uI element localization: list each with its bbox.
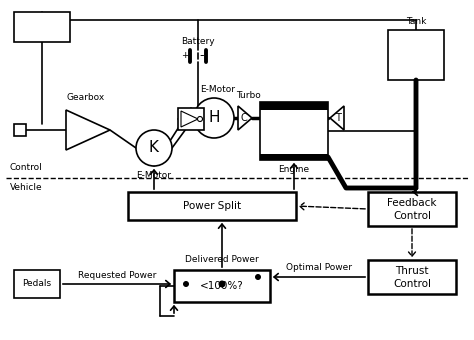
Text: Control: Control bbox=[393, 211, 431, 221]
Text: Power Split: Power Split bbox=[183, 201, 241, 211]
Circle shape bbox=[219, 280, 226, 288]
Bar bbox=[128, 192, 296, 220]
Text: -: - bbox=[200, 50, 204, 63]
Circle shape bbox=[194, 98, 234, 138]
Circle shape bbox=[198, 117, 202, 121]
Text: Thrust: Thrust bbox=[395, 266, 429, 276]
Text: +: + bbox=[181, 51, 189, 61]
Bar bbox=[368, 260, 456, 294]
Circle shape bbox=[136, 130, 172, 166]
Bar bbox=[260, 102, 328, 160]
Bar bbox=[14, 12, 70, 42]
Bar bbox=[388, 30, 444, 80]
Polygon shape bbox=[330, 106, 344, 130]
Text: K: K bbox=[149, 140, 159, 155]
Bar bbox=[368, 192, 456, 226]
Text: Control: Control bbox=[393, 279, 431, 289]
Polygon shape bbox=[238, 106, 252, 130]
Text: Control: Control bbox=[10, 164, 43, 172]
Text: Requested Power: Requested Power bbox=[78, 271, 156, 279]
Bar bbox=[260, 102, 328, 110]
Text: E-Motor: E-Motor bbox=[137, 171, 172, 181]
Text: Pedals: Pedals bbox=[22, 279, 52, 289]
Text: Vehicle: Vehicle bbox=[10, 184, 43, 192]
Polygon shape bbox=[66, 110, 110, 150]
Bar bbox=[174, 270, 270, 302]
Circle shape bbox=[255, 274, 261, 280]
Text: Tank: Tank bbox=[406, 17, 426, 27]
Text: Gearbox: Gearbox bbox=[67, 94, 105, 102]
Text: Engine: Engine bbox=[278, 166, 310, 174]
Text: C: C bbox=[241, 113, 247, 123]
Text: <100%?: <100%? bbox=[200, 281, 244, 291]
Text: Delivered Power: Delivered Power bbox=[185, 255, 259, 265]
Text: Optimal Power: Optimal Power bbox=[286, 264, 352, 272]
Text: Feedback: Feedback bbox=[387, 198, 437, 208]
Circle shape bbox=[183, 281, 189, 287]
Bar bbox=[14, 270, 60, 298]
Text: Turbo: Turbo bbox=[236, 91, 260, 101]
Text: T: T bbox=[335, 113, 341, 123]
Bar bbox=[260, 154, 328, 160]
Text: Battery: Battery bbox=[181, 37, 215, 47]
Bar bbox=[178, 108, 204, 130]
Bar bbox=[14, 124, 26, 136]
Polygon shape bbox=[181, 111, 198, 127]
Text: E-Motor: E-Motor bbox=[201, 85, 236, 95]
Text: H: H bbox=[208, 110, 220, 125]
